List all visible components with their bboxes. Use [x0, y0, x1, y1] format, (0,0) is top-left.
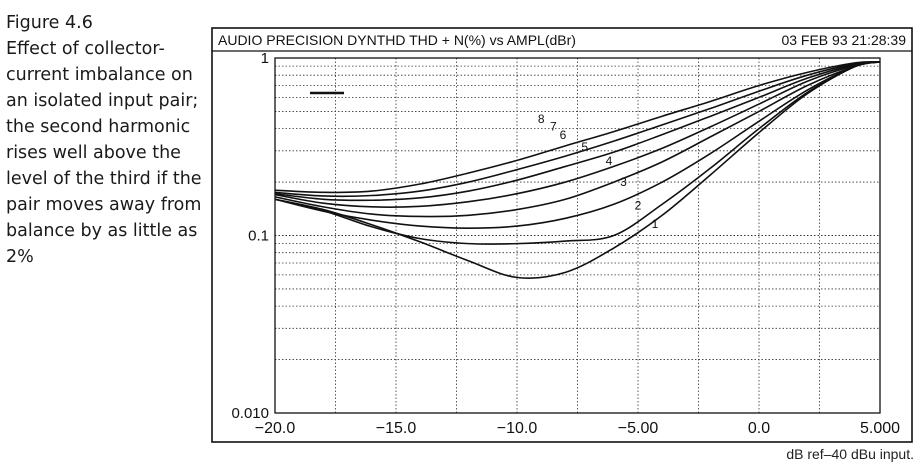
series-label-6: 6 — [560, 128, 567, 142]
series-line-3 — [274, 61, 881, 229]
x-tick-label: 0.0 — [748, 420, 770, 437]
caption-text: Effect of collector-current imbalance on… — [6, 39, 202, 267]
series-line-4 — [274, 61, 881, 218]
chart-header-timestamp: 03 FEB 93 21:28:39 — [781, 32, 906, 48]
series-line-2 — [274, 61, 881, 245]
series-line-7 — [274, 61, 881, 198]
series-label-3: 3 — [620, 175, 627, 189]
series-label-4: 4 — [606, 154, 613, 168]
x-tick-label: −5.00 — [618, 420, 659, 437]
series-group — [274, 60, 881, 279]
y-axis-ticks: 1 0.1 0.010 — [231, 50, 269, 422]
axis-footnote: dB ref–40 dBu input. — [786, 446, 914, 462]
series-label-1: 1 — [652, 217, 659, 231]
series-label-7: 7 — [550, 120, 557, 134]
chart-frame — [211, 27, 913, 443]
series-line-1 — [274, 61, 881, 279]
series-label-2: 2 — [635, 199, 642, 213]
x-tick-label: −15.0 — [376, 420, 417, 437]
figure-number: Figure 4.6 — [6, 13, 93, 33]
chart-header-title: AUDIO PRECISION DYNTHD THD + N(%) vs AMP… — [218, 32, 576, 48]
figure-caption: Figure 4.6 Effect of collector-current i… — [6, 10, 206, 270]
x-axis-ticks: −20.0 −15.0 −10.0 −5.00 0.0 5.000 — [255, 420, 900, 437]
y-tick-label: 0.010 — [231, 405, 269, 422]
y-tick-label: 1 — [261, 50, 269, 67]
x-tick-label: −20.0 — [255, 420, 296, 437]
series-line-6 — [274, 61, 881, 202]
y-tick-label: 0.1 — [248, 228, 269, 245]
series-label-8: 8 — [538, 112, 545, 126]
x-tick-label: −10.0 — [497, 420, 538, 437]
series-line-8 — [274, 60, 881, 194]
grid — [274, 58, 881, 414]
series-label-5: 5 — [581, 140, 588, 154]
series-line-5 — [274, 61, 881, 208]
x-tick-label: 5.000 — [860, 420, 900, 437]
plot-area — [274, 57, 881, 414]
